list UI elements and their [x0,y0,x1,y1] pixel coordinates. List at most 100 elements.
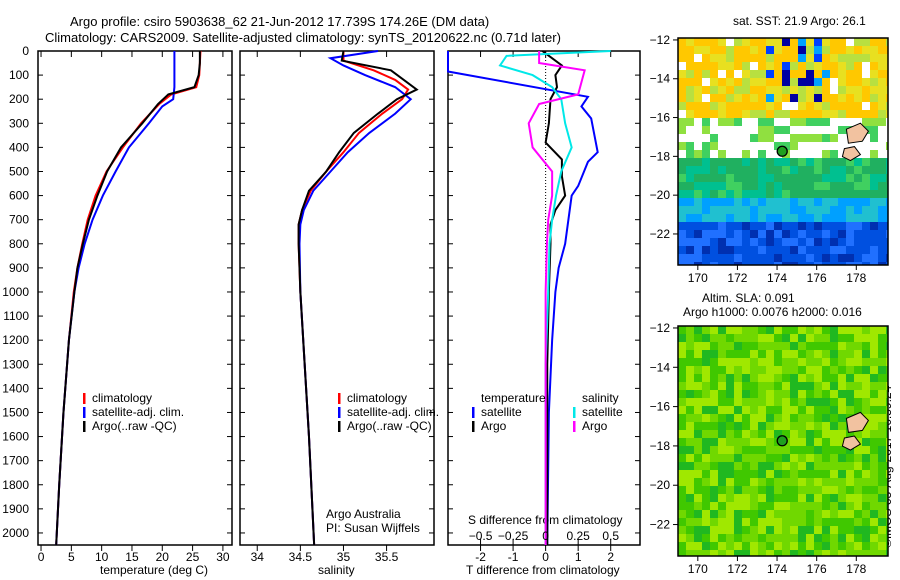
map-cell [694,134,702,142]
map-cell [822,534,830,542]
map-cell [718,366,726,374]
map-cell [854,174,862,182]
map-cell [710,326,718,334]
map-cell [694,550,702,556]
map-cell [822,366,830,374]
map-cell [782,198,790,206]
map-cell [678,526,686,534]
map-cell [702,502,710,510]
map-cell [758,518,766,526]
map-cell [750,502,758,510]
map-cell [750,510,758,518]
map-cell [686,502,694,510]
map-cell [774,454,782,462]
map-cell [782,542,790,550]
legend-swatch [338,393,341,404]
map-cell [694,102,702,110]
map-cell [798,182,806,190]
map-cell [734,54,742,62]
map-cell [710,534,718,542]
map-cell [718,422,726,430]
map-cell [822,262,830,265]
y-tick-label: 600 [9,189,29,203]
map-cell [678,110,686,118]
map-cell [766,110,774,118]
temperature-panel [37,50,233,551]
map-cell [726,70,734,78]
map-cell [758,222,766,230]
map-x-tick-label: 178 [846,271,866,285]
map-cell [742,454,750,462]
map-cell [702,510,710,518]
map-cell [718,502,726,510]
map-cell [846,550,854,556]
map-cell [710,446,718,454]
map-cell [798,118,806,126]
map-cell [782,390,790,398]
map-cell [686,198,694,206]
map-cell [870,398,878,406]
map-cell [830,406,838,414]
map-cell [702,158,710,166]
map-cell [758,262,766,265]
map-cell [822,518,830,526]
map-cell [806,134,814,142]
map-cell [702,326,710,334]
map-cell [782,374,790,382]
map-cell [846,358,854,366]
map-cell [766,478,774,486]
map-cell [854,446,862,454]
map-cell [838,150,846,158]
map-cell [830,110,838,118]
map-cell [862,262,870,265]
map-cell [678,494,686,502]
map-cell [710,126,718,134]
x-tick-label: 34.5 [289,550,313,564]
map-cell [766,150,774,158]
map-cell [734,366,742,374]
map-cell [750,358,758,366]
map-cell [878,366,886,374]
map-cell [726,54,734,62]
map-cell [742,134,750,142]
map-cell [798,470,806,478]
map-cell [878,150,886,158]
map-cell [710,350,718,358]
map-cell [678,150,686,158]
map-cell [822,70,830,78]
map-cell [838,94,846,102]
map-cell [774,342,782,350]
map-cell [750,238,758,246]
map-cell [758,110,766,118]
map-cell [678,118,686,126]
legend-label: climatology [92,391,152,405]
map-cell [838,478,846,486]
map-cell [726,62,734,70]
map-cell [710,62,718,70]
salinity-frame [239,50,435,546]
map-cell [710,198,718,206]
map-cell [790,550,798,556]
map-cell [694,326,702,334]
map-cell [766,222,774,230]
map-cell [750,246,758,254]
map-cell [726,446,734,454]
climatology-line [55,50,202,546]
map-cell [678,246,686,254]
map-cell [702,550,710,556]
map-cell [830,54,838,62]
map-cell [806,454,814,462]
map-cell [822,374,830,382]
x-tick-label: 35 [337,550,351,564]
map-cell [678,78,686,86]
map-cell [806,254,814,262]
map-cell [806,46,814,54]
map-cell [806,238,814,246]
map-cell [782,454,790,462]
map-cell [870,182,878,190]
map-cell [774,246,782,254]
map-cell [694,422,702,430]
map-cell [750,166,758,174]
map-cell [742,390,750,398]
map-cell [742,446,750,454]
